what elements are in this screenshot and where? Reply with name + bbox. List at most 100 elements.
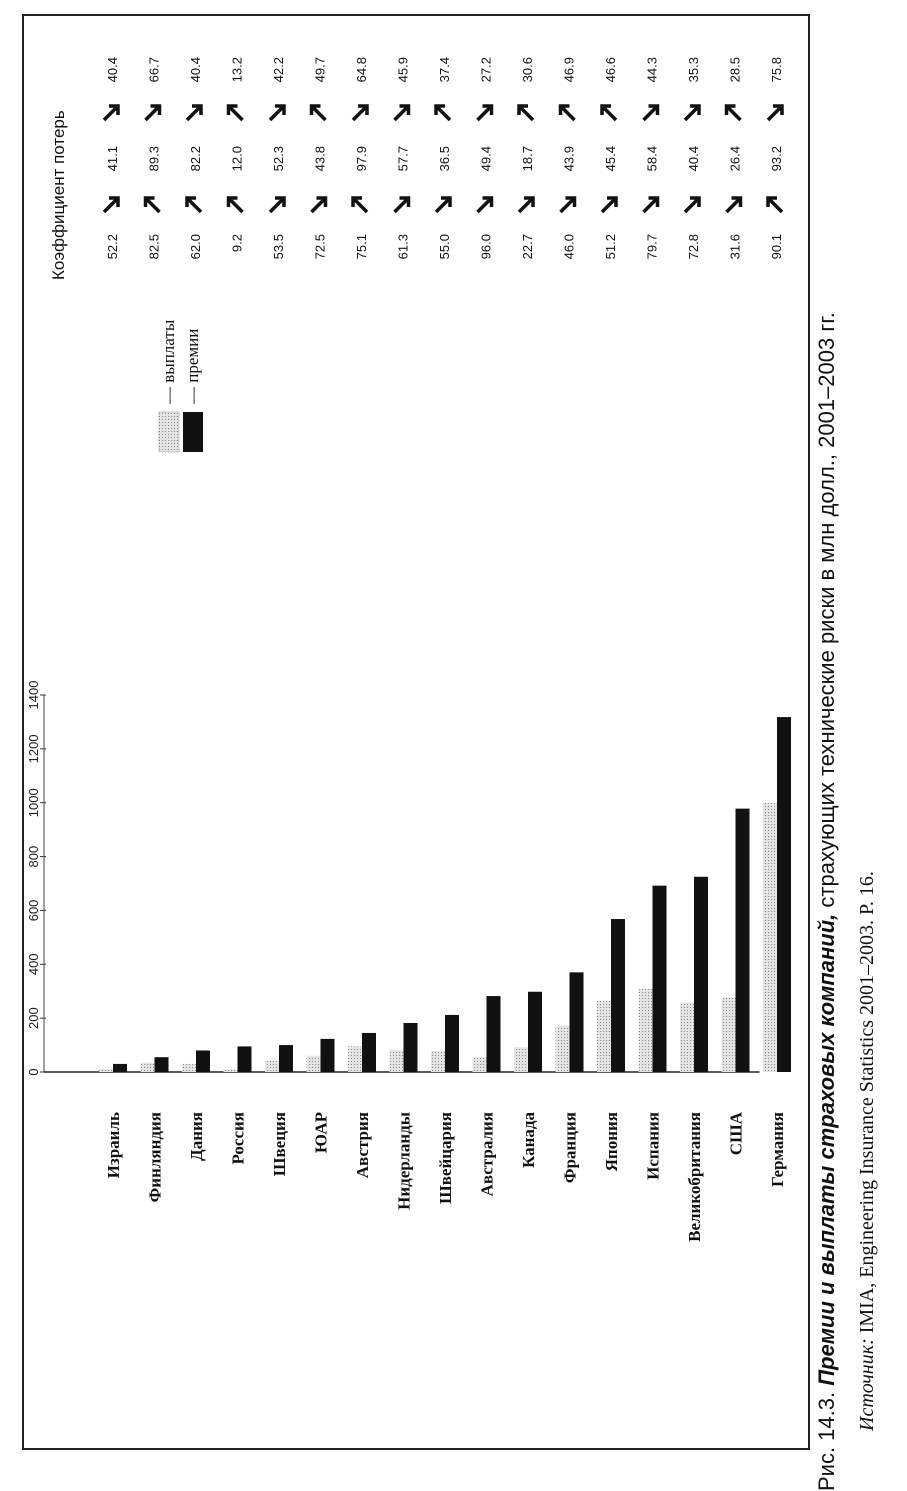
bar-vyplaty — [431, 1050, 445, 1072]
axis-tick-label: 600 — [26, 900, 41, 922]
arrow-head — [150, 104, 162, 115]
bar-premii — [777, 717, 791, 1072]
trend-arrow-down-icon — [559, 196, 577, 214]
arrow-head — [690, 104, 701, 115]
arrow-head — [648, 104, 660, 115]
loss-ratio-2001: 79.7 — [645, 234, 660, 259]
figure-source: Источник: IMIA, Engineering Insurance St… — [856, 871, 879, 1431]
bar-premii — [154, 1057, 169, 1072]
arrow-head — [441, 196, 452, 207]
bar-vyplaty — [763, 802, 777, 1072]
trend-arrow-up-icon — [351, 196, 369, 214]
bar-vyplaty — [140, 1062, 155, 1072]
category-label: Финляндия — [146, 1112, 165, 1202]
trend-arrow-down-icon — [310, 196, 328, 214]
bar-premii — [735, 808, 750, 1072]
bar-premii — [362, 1032, 376, 1072]
arrow-shaft — [144, 196, 161, 214]
arrow-shaft — [351, 196, 369, 214]
caption-bold: Премии и выплаты страховых компаний, — [814, 913, 839, 1386]
category-label: Германия — [768, 1112, 787, 1187]
rotated-chart-area: 0 200 400 600 800 1000 1200 1400 Израиль Финлянди… — [24, 16, 812, 1452]
loss-ratio-2001: 75.1 — [354, 234, 369, 259]
loss-ratio-2003: 40.4 — [188, 57, 203, 82]
arrow-head — [600, 104, 611, 115]
trend-arrow-down-icon — [517, 196, 535, 214]
category-label: Япония — [602, 1112, 621, 1171]
arrow-head — [192, 104, 203, 115]
arrow-shaft — [517, 196, 535, 214]
bar-premii — [237, 1046, 252, 1072]
category-label: Нидерланды — [395, 1112, 414, 1210]
arrow-shaft — [268, 104, 286, 122]
arrow-shaft — [268, 196, 286, 214]
trend-arrow-up-icon — [226, 196, 244, 214]
bar-premii — [652, 885, 667, 1072]
loss-ratio-2002: 36.5 — [437, 146, 452, 171]
arrow-head — [731, 196, 743, 207]
axis-tick-label: 1200 — [26, 734, 41, 763]
category-label: Канада — [519, 1112, 538, 1168]
arrow-shaft — [642, 196, 659, 214]
loss-ratio-2001: 72.5 — [313, 234, 328, 259]
trend-arrow-up-icon — [517, 104, 535, 122]
axis-tick-label: 200 — [26, 1007, 41, 1029]
trend-arrow-down-icon — [683, 196, 701, 214]
source-label: Источник: — [856, 1338, 878, 1431]
loss-ratio-2003: 30.6 — [520, 57, 535, 82]
arrow-shaft — [185, 196, 203, 214]
trend-arrow-down-icon — [725, 196, 743, 214]
arrow-head — [351, 196, 362, 207]
arrow-head — [275, 196, 286, 207]
axis-tick-label: 800 — [26, 846, 41, 868]
bar-premii — [113, 1063, 127, 1072]
arrow-head — [724, 104, 736, 115]
loss-ratio-2002: 57.7 — [396, 146, 411, 171]
bar-vyplaty — [389, 1049, 404, 1072]
arrow-shaft — [600, 196, 618, 214]
arrow-head — [648, 196, 660, 207]
category-label: ЮАР — [312, 1112, 331, 1153]
arrow-head — [226, 196, 238, 207]
loss-ratio-2003: 28.5 — [728, 57, 743, 82]
category-label: Испания — [644, 1112, 663, 1180]
trend-arrow-down-icon — [102, 104, 120, 122]
loss-ratio-2001: 96.0 — [479, 234, 494, 259]
trend-arrow-up-icon — [309, 104, 327, 122]
arrow-shaft — [766, 196, 784, 214]
arrow-shaft — [642, 104, 659, 122]
arrow-head — [482, 196, 494, 207]
trend-arrow-down-icon — [600, 196, 618, 214]
loss-ratio-2001: 31.6 — [728, 234, 743, 259]
loss-ratio-2003: 35.3 — [686, 57, 701, 82]
category-label: Австрия — [353, 1112, 372, 1178]
arrow-head — [399, 104, 411, 115]
loss-ratio-2002: 52.3 — [271, 146, 286, 171]
trend-arrow-down-icon — [268, 104, 286, 122]
arrow-shaft — [725, 104, 742, 122]
arrow-head — [766, 196, 777, 207]
loss-ratio-2001: 72.8 — [686, 234, 701, 259]
bar-premii — [486, 996, 501, 1072]
loss-ratio-2001: 9.2 — [230, 234, 245, 252]
arrow-head — [316, 196, 328, 207]
bar-premii — [403, 1022, 418, 1072]
arrow-shaft — [434, 196, 452, 214]
arrow-head — [358, 104, 369, 115]
loss-ratio-2001: 22.7 — [520, 234, 535, 259]
bar-premii — [320, 1038, 335, 1072]
loss-ratio-2003: 46.6 — [603, 57, 618, 82]
arrow-head — [185, 196, 196, 207]
trend-arrow-down-icon — [434, 196, 452, 214]
arrow-shaft — [559, 196, 576, 214]
bar-premii — [196, 1050, 210, 1072]
arrow-head — [109, 196, 120, 207]
source-text: IMIA, Engineering Insurance Statistics 2… — [856, 871, 878, 1334]
legend-swatch-vyplaty — [158, 411, 180, 453]
arrow-head — [690, 196, 701, 207]
category-label: Израиль — [104, 1112, 123, 1178]
loss-ratio-2002: 18.7 — [520, 146, 535, 171]
trend-arrow-down-icon — [683, 104, 701, 122]
arrow-shaft — [476, 104, 493, 122]
loss-ratio-2003: 75.8 — [769, 57, 784, 82]
